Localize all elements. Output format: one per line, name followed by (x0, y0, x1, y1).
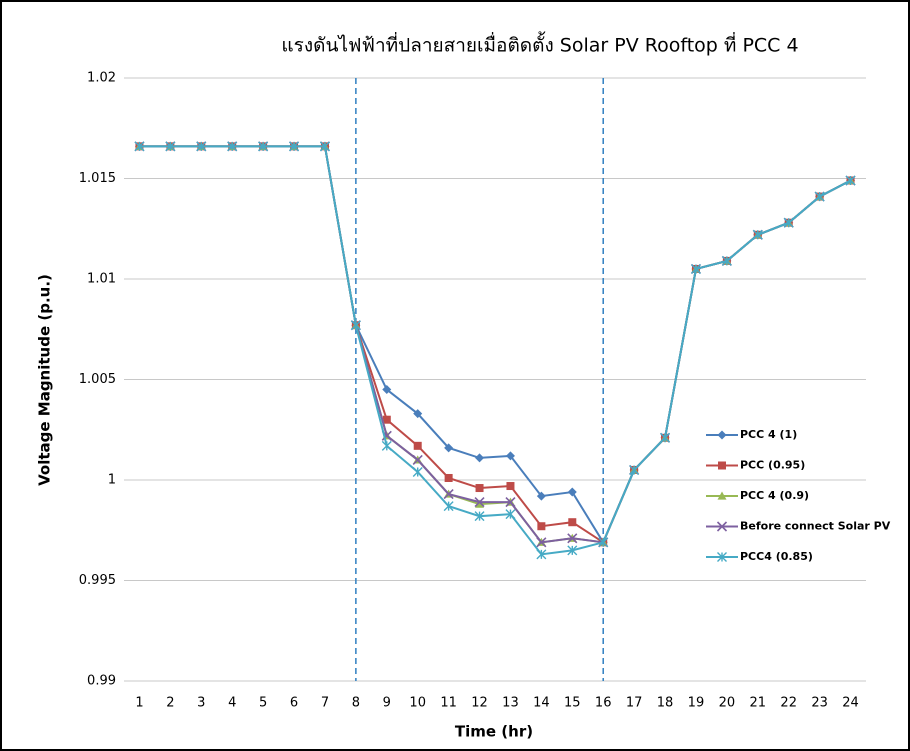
marker (783, 217, 794, 228)
legend-label: PCC4 (0.85) (740, 550, 813, 563)
marker (413, 441, 422, 450)
marker (505, 509, 516, 520)
legend-marker (718, 461, 726, 470)
x-tick-label: 8 (352, 696, 360, 711)
marker (382, 385, 392, 395)
x-tick-label: 4 (228, 696, 236, 711)
x-tick-label: 23 (811, 696, 828, 711)
x-tick-label: 7 (321, 696, 329, 711)
marker (413, 409, 423, 419)
legend-marker (717, 430, 727, 440)
x-tick-label: 1 (135, 696, 143, 711)
marker (412, 466, 423, 477)
x-tick-label: 10 (409, 696, 426, 711)
marker (475, 453, 485, 463)
marker (690, 263, 701, 274)
marker (567, 533, 578, 544)
marker (536, 491, 546, 501)
legend-marker (717, 491, 727, 500)
y-tick-label: 1.005 (79, 372, 116, 387)
marker (752, 229, 763, 240)
x-tick-label: 12 (471, 696, 488, 711)
x-axis-label: Time (hr) (455, 723, 533, 741)
y-tick-label: 1.015 (79, 171, 116, 186)
legend-label: PCC 4 (0.9) (740, 489, 809, 502)
x-tick-label: 13 (502, 696, 519, 711)
x-tick-label: 9 (383, 696, 391, 711)
chart-title: แรงดันไฟฟ้าที่ปลายสายเมื่อติดตั้ง Solar … (281, 32, 798, 57)
marker (536, 549, 547, 560)
x-tick-label: 19 (688, 696, 705, 711)
legend-label: Before connect Solar PV (740, 520, 891, 533)
x-tick-label: 21 (750, 696, 767, 711)
y-tick-label: 1.01 (87, 272, 116, 287)
x-tick-label: 2 (166, 696, 174, 711)
legend-label: PCC (0.95) (740, 459, 805, 472)
marker (289, 141, 300, 152)
marker (381, 440, 392, 451)
marker (475, 499, 485, 508)
marker (227, 141, 238, 152)
x-tick-label: 14 (533, 696, 550, 711)
marker (567, 487, 577, 497)
marker (567, 545, 578, 556)
x-tick-label: 24 (842, 696, 859, 711)
marker (660, 432, 671, 443)
legend-label: PCC 4 (1) (740, 428, 797, 441)
x-tick-label: 5 (259, 696, 267, 711)
marker (443, 501, 454, 512)
x-tick-label: 15 (564, 696, 581, 711)
y-tick-label: 1.02 (87, 71, 116, 86)
marker (505, 451, 515, 461)
marker (506, 482, 515, 491)
marker (350, 320, 361, 331)
marker (721, 255, 732, 266)
marker (474, 511, 485, 522)
marker (134, 141, 145, 152)
marker (598, 537, 609, 548)
marker (568, 518, 577, 527)
marker (165, 141, 176, 152)
series-line (139, 145, 852, 556)
x-tick-label: 16 (595, 696, 612, 711)
marker (196, 141, 207, 152)
marker (814, 191, 825, 202)
marker (382, 415, 391, 424)
x-tick-label: 6 (290, 696, 298, 711)
marker (444, 443, 454, 453)
x-tick-label: 11 (440, 696, 457, 711)
marker (537, 522, 546, 531)
legend-marker (716, 521, 728, 532)
marker (475, 484, 484, 493)
y-tick-label: 0.995 (79, 573, 116, 588)
x-tick-label: 17 (626, 696, 643, 711)
marker (444, 473, 453, 482)
x-tick-label: 22 (780, 696, 797, 711)
marker (629, 464, 640, 475)
marker (258, 141, 269, 152)
marker (536, 537, 547, 548)
legend-marker (717, 552, 727, 562)
marker (474, 497, 485, 508)
x-tick-label: 18 (657, 696, 674, 711)
marker (412, 454, 423, 465)
marker (505, 497, 516, 508)
marker (443, 489, 454, 500)
x-tick-label: 3 (197, 696, 205, 711)
y-axis-label: Voltage Magnitude (p.u.) (36, 274, 54, 486)
y-tick-label: 0.99 (87, 674, 116, 689)
marker (845, 175, 856, 186)
y-tick-label: 1 (108, 473, 116, 488)
marker (319, 141, 330, 152)
x-tick-label: 20 (719, 696, 736, 711)
